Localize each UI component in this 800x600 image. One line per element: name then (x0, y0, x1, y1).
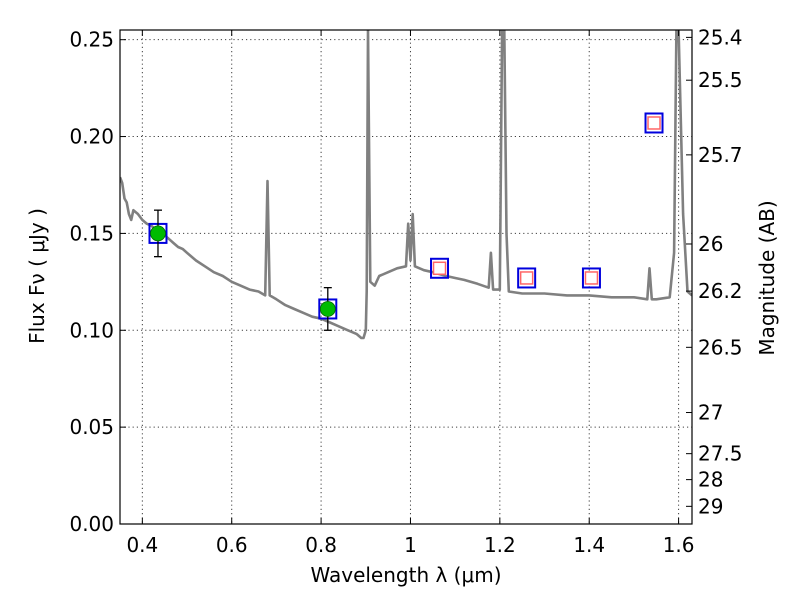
mag-tick-label: 26.5 (698, 335, 743, 359)
model-photometry-box (581, 267, 601, 289)
mag-tick-label: 25.7 (698, 143, 743, 167)
mag-tick-label: 27.5 (698, 442, 743, 466)
x-tick-label: 1 (404, 533, 417, 557)
mag-tick-label: 27 (698, 401, 723, 425)
x-tick-label: 0.8 (305, 533, 337, 557)
upper-limit-box (584, 271, 599, 285)
mag-tick-label: 26 (698, 232, 723, 256)
mag-tick-label: 25.5 (698, 68, 743, 92)
grid (120, 30, 692, 525)
x-tick-label: 1.4 (573, 533, 605, 557)
x-tick-label: 1.6 (663, 533, 695, 557)
y-tick-label: 0.20 (69, 125, 114, 149)
y-tick-label: 0.05 (69, 415, 114, 439)
y-tick-label: 0.15 (69, 221, 114, 245)
mag-tick-label: 25.4 (698, 25, 743, 49)
sed-model-line (120, 30, 692, 340)
mag-tick-label: 29 (698, 494, 723, 518)
mag-tick-label: 28 (698, 468, 723, 492)
upper-limit-box (519, 271, 534, 285)
model-photometry-box (644, 112, 664, 134)
axes-ticks: 0.4 0.6 0.8 1 1.2 1.4 1.6 0.00 0.05 0.10 0.15 0.20 0… (69, 25, 742, 557)
mag-tick-label: 26.2 (698, 279, 743, 303)
sed-series (120, 30, 692, 340)
y-tick-label: 0.25 (69, 28, 114, 52)
y-tick-label: 0.00 (69, 512, 114, 536)
x-tick-label: 1.2 (484, 533, 516, 557)
plot-frame (119, 29, 693, 525)
y-axis-label: Flux Fν ( μJy ) (25, 208, 49, 344)
y2-axis-label: Magnitude (AB) (755, 200, 779, 355)
upper-limit-box (432, 261, 447, 276)
detection-point (319, 301, 336, 317)
photometry-points (148, 112, 664, 331)
x-axis-label: Wavelength λ (μm) (310, 563, 501, 587)
upper-limit-box (647, 116, 661, 130)
x-tick-label: 0.6 (216, 533, 248, 557)
y-tick-label: 0.10 (69, 318, 114, 342)
model-photometry-box (517, 267, 537, 289)
x-tick-label: 0.4 (126, 533, 158, 557)
detection-point (150, 225, 166, 242)
model-photometry-box (430, 257, 450, 279)
